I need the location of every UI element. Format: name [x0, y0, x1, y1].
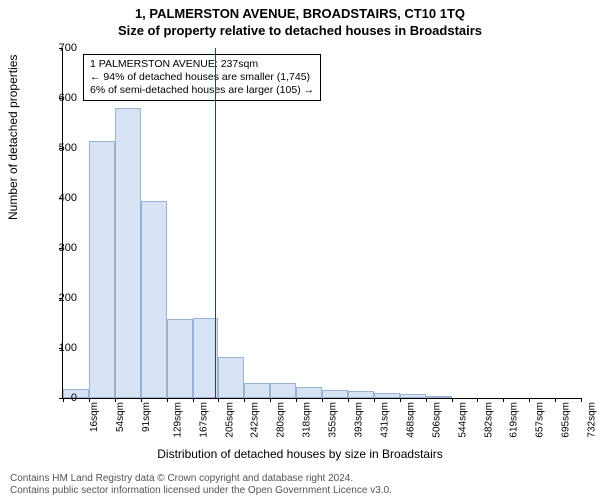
histogram-bar — [218, 357, 244, 398]
footer-line1: Contains HM Land Registry data © Crown c… — [10, 473, 392, 485]
marker-line — [215, 48, 216, 398]
x-axis-label: Distribution of detached houses by size … — [0, 447, 600, 461]
y-axis-label: Number of detached properties — [6, 55, 20, 220]
xtick-label: 506sqm — [431, 402, 442, 438]
xtick-mark — [193, 398, 194, 402]
histogram-bar — [270, 383, 295, 398]
xtick-mark — [477, 398, 478, 402]
histogram-bar — [141, 201, 167, 399]
xtick-mark — [270, 398, 271, 402]
xtick-label: 544sqm — [457, 402, 468, 438]
xtick-label: 91sqm — [141, 402, 152, 432]
histogram-bar — [400, 394, 426, 398]
xtick-mark — [348, 398, 349, 402]
xtick-mark — [374, 398, 375, 402]
ytick-label: 600 — [27, 92, 77, 104]
xtick-label: 657sqm — [535, 402, 546, 438]
xtick-label: 619sqm — [509, 402, 520, 438]
xtick-label: 167sqm — [198, 402, 209, 438]
histogram-bar — [296, 387, 322, 398]
chart-plot-area: 1 PALMERSTON AVENUE: 237sqm ← 94% of det… — [62, 48, 581, 399]
xtick-label: 732sqm — [586, 402, 597, 438]
xtick-mark — [555, 398, 556, 402]
xtick-label: 242sqm — [250, 402, 261, 438]
chart-title-subtitle: Size of property relative to detached ho… — [0, 21, 600, 38]
annotation-box: 1 PALMERSTON AVENUE: 237sqm ← 94% of det… — [83, 54, 321, 101]
ytick-label: 300 — [27, 242, 77, 254]
annotation-line3: 6% of semi-detached houses are larger (1… — [90, 84, 314, 97]
xtick-label: 582sqm — [483, 402, 494, 438]
xtick-mark — [452, 398, 453, 402]
xtick-label: 318sqm — [302, 402, 313, 438]
footer-attribution: Contains HM Land Registry data © Crown c… — [10, 473, 392, 496]
xtick-label: 695sqm — [561, 402, 572, 438]
ytick-label: 200 — [27, 292, 77, 304]
histogram-bar — [348, 391, 373, 399]
histogram-bar — [115, 108, 141, 398]
xtick-label: 16sqm — [89, 402, 100, 432]
xtick-mark — [322, 398, 323, 402]
xtick-label: 205sqm — [224, 402, 235, 438]
footer-line2: Contains public sector information licen… — [10, 485, 392, 497]
histogram-bar — [426, 396, 452, 399]
ytick-label: 0 — [27, 392, 77, 404]
annotation-line1: 1 PALMERSTON AVENUE: 237sqm — [90, 58, 314, 71]
xtick-mark — [167, 398, 168, 402]
xtick-label: 468sqm — [405, 402, 416, 438]
xtick-mark — [426, 398, 427, 402]
ytick-label: 500 — [27, 142, 77, 154]
xtick-label: 54sqm — [115, 402, 126, 432]
xtick-mark — [529, 398, 530, 402]
xtick-label: 280sqm — [276, 402, 287, 438]
histogram-bar — [374, 393, 400, 398]
ytick-label: 700 — [27, 42, 77, 54]
xtick-mark — [218, 398, 219, 402]
annotation-line2: ← 94% of detached houses are smaller (1,… — [90, 71, 314, 84]
histogram-bar — [167, 319, 193, 398]
histogram-bar — [244, 383, 270, 398]
histogram-bar — [89, 141, 114, 399]
xtick-mark — [296, 398, 297, 402]
xtick-mark — [244, 398, 245, 402]
chart-title-address: 1, PALMERSTON AVENUE, BROADSTAIRS, CT10 … — [0, 0, 600, 21]
histogram-bar — [322, 390, 348, 398]
xtick-label: 393sqm — [354, 402, 365, 438]
xtick-mark — [581, 398, 582, 402]
xtick-mark — [503, 398, 504, 402]
xtick-label: 129sqm — [172, 402, 183, 438]
xtick-label: 355sqm — [327, 402, 338, 438]
ytick-label: 400 — [27, 192, 77, 204]
xtick-mark — [400, 398, 401, 402]
xtick-label: 431sqm — [380, 402, 391, 438]
ytick-label: 100 — [27, 342, 77, 354]
